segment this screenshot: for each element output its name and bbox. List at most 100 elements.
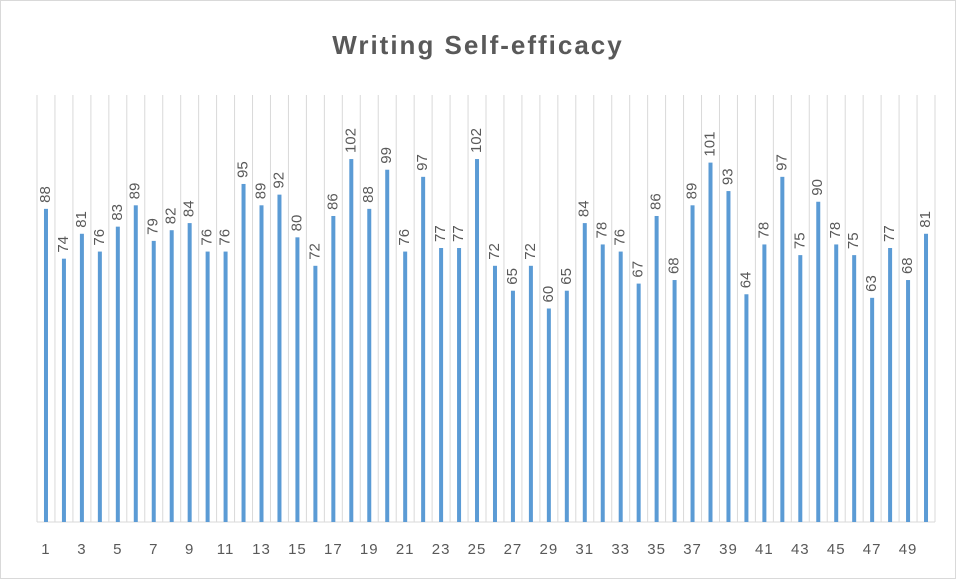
x-tick-label: 31 (575, 541, 594, 558)
bar (780, 176, 785, 522)
data-label: 92 (270, 172, 287, 189)
bar (906, 280, 911, 522)
bar (385, 169, 390, 522)
bar (241, 183, 246, 523)
bar (618, 251, 623, 523)
x-tick-label: 1 (41, 541, 50, 558)
bar (924, 233, 929, 522)
data-label: 102 (342, 128, 359, 153)
x-tick-label: 47 (863, 541, 882, 558)
data-label: 88 (37, 186, 54, 203)
x-tick-label: 3 (77, 541, 86, 558)
data-label: 93 (719, 168, 736, 185)
x-tick-label: 23 (432, 541, 451, 558)
data-label: 78 (594, 222, 611, 239)
x-tick-label: 49 (899, 541, 918, 558)
bar (223, 251, 228, 523)
x-tick-label: 15 (288, 541, 307, 558)
data-label: 65 (504, 268, 521, 285)
bar (726, 191, 731, 522)
x-tick-label: 25 (468, 541, 487, 558)
bar (403, 251, 408, 523)
data-label: 64 (737, 272, 754, 289)
bar (115, 226, 120, 523)
data-label: 84 (181, 200, 198, 217)
data-label: 77 (450, 225, 467, 242)
data-label: 75 (791, 232, 808, 249)
bar (187, 223, 192, 522)
x-tick-label: 21 (396, 541, 415, 558)
chart-title: Writing Self-efficacy (332, 30, 623, 60)
data-label: 72 (522, 243, 539, 260)
bar (690, 205, 695, 522)
bar (97, 251, 102, 523)
x-tick-label: 35 (647, 541, 666, 558)
data-label: 80 (288, 215, 305, 232)
data-label: 76 (217, 229, 234, 246)
bar (367, 208, 372, 522)
bar (798, 255, 803, 522)
bar (564, 290, 569, 522)
x-tick-label: 37 (683, 541, 702, 558)
data-label: 63 (863, 275, 880, 292)
bar (492, 265, 497, 522)
bar (133, 205, 138, 522)
bar (636, 283, 641, 522)
bar (528, 265, 533, 522)
bar (205, 251, 210, 523)
data-label: 68 (899, 257, 916, 274)
bar (600, 244, 605, 522)
data-label: 88 (360, 186, 377, 203)
x-tick-label: 17 (324, 541, 343, 558)
bar (475, 159, 480, 523)
data-label: 89 (684, 183, 701, 200)
bar (169, 230, 174, 522)
data-label: 81 (917, 211, 934, 228)
data-label: 89 (127, 183, 144, 200)
data-label: 79 (145, 218, 162, 235)
data-label: 86 (648, 193, 665, 210)
data-label: 82 (163, 208, 180, 225)
data-label: 74 (55, 236, 72, 253)
data-label: 97 (414, 154, 431, 171)
x-tick-label: 19 (360, 541, 379, 558)
data-label: 90 (809, 179, 826, 196)
x-tick-label: 41 (755, 541, 774, 558)
data-label: 95 (235, 161, 252, 178)
data-label: 67 (630, 261, 647, 278)
bar (277, 194, 282, 522)
x-tick-label: 9 (185, 541, 194, 558)
x-tick-label: 27 (504, 541, 523, 558)
x-tick-label: 13 (252, 541, 271, 558)
bar (61, 258, 66, 522)
bar (888, 248, 893, 522)
data-label: 78 (827, 222, 844, 239)
data-label: 77 (881, 225, 898, 242)
bar (816, 201, 821, 522)
data-label: 101 (701, 132, 718, 157)
x-tick-label: 43 (791, 541, 810, 558)
bar (43, 208, 48, 522)
bar (654, 215, 659, 522)
data-label: 76 (91, 229, 108, 246)
bar (313, 265, 318, 522)
x-tick-label: 11 (217, 541, 235, 558)
bar (151, 240, 156, 522)
data-label: 83 (109, 204, 126, 221)
x-tick-label: 7 (149, 541, 158, 558)
data-label: 86 (324, 193, 341, 210)
data-label: 78 (755, 222, 772, 239)
x-tick-label: 33 (611, 541, 630, 558)
data-label: 81 (73, 211, 90, 228)
bar (349, 159, 354, 523)
bar (421, 176, 426, 522)
bar (79, 233, 84, 522)
x-tick-label: 5 (113, 541, 122, 558)
data-label: 89 (252, 183, 269, 200)
data-label: 97 (773, 154, 790, 171)
bar (439, 248, 444, 522)
bar (852, 255, 857, 522)
data-label: 68 (666, 257, 683, 274)
x-tick-label: 29 (540, 541, 559, 558)
